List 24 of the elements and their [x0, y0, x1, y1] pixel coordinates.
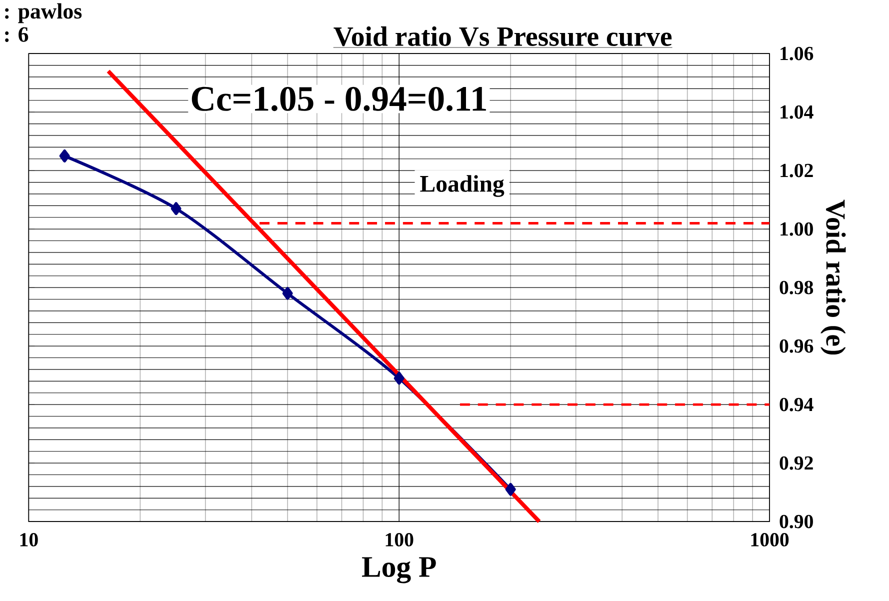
y-tick-label: 1.00	[780, 222, 813, 236]
y-tick-label: 0.98	[780, 280, 814, 294]
chart-title: Void ratio Vs Pressure curve	[334, 26, 672, 46]
x-tick-label: 1000	[751, 532, 789, 546]
point	[282, 286, 293, 300]
text: : pawlos	[5, 3, 82, 23]
y-tick-label: 0.94	[780, 398, 814, 412]
y-tick-label: 0.96	[780, 339, 814, 353]
y-axis-title: Void ratio (e)	[820, 200, 846, 354]
point	[394, 372, 404, 385]
point	[505, 482, 516, 496]
y-tick-label: 0.92	[780, 456, 813, 470]
y-tick-label: 1.04	[780, 105, 814, 119]
x-tick-label: 10	[20, 532, 38, 546]
y-tick-label: 1.06	[780, 46, 814, 60]
x-axis-title: Log P	[362, 557, 436, 584]
point	[170, 202, 182, 215]
x-tick-label: 100	[386, 532, 414, 546]
annotation: Loading	[420, 175, 504, 197]
text: : 6	[5, 27, 28, 42]
y-tick-label: 1.02	[780, 164, 813, 178]
annotation: Cc=1.05 - 0.94=0.11	[192, 86, 486, 111]
y-tick-label: 0.90	[780, 514, 813, 528]
point	[59, 149, 70, 162]
